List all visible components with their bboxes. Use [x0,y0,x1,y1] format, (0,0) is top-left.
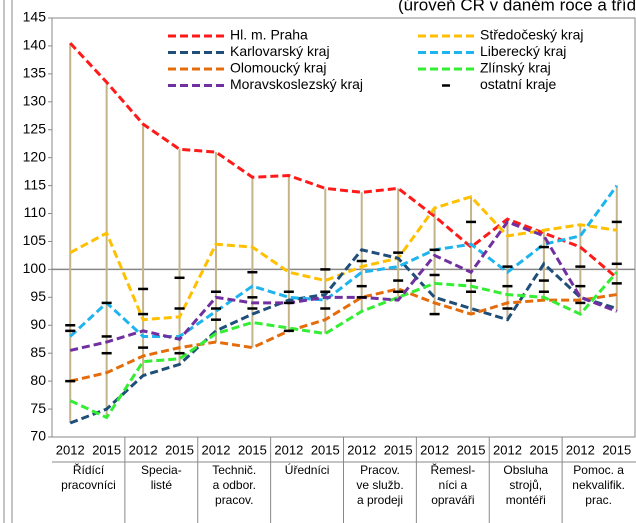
y-tick-label: 100 [23,260,47,276]
y-tick-label: 110 [24,204,47,220]
group-label: Specia- listé [141,463,182,492]
group-label: Úředníci [284,463,330,477]
group-label: Pomoc. a nekvalifik. prac. [572,463,625,507]
y-tick-label: 130 [23,93,47,109]
x-tick-label: 2012 [420,442,449,457]
series-line [69,220,618,352]
x-tick-label: 2015 [529,442,558,457]
y-tick-label: 145 [23,9,47,25]
group-label: Pracov. ve služb. a prodeji [356,463,404,507]
legend-label: Zlínský kraj [480,60,551,76]
series-line [69,271,618,420]
y-tick-label: 140 [23,37,47,53]
chart-title: (úroveň ČR v daném roce a třídě CZ-ISCO … [398,0,636,14]
x-tick-label: 2015 [602,442,631,457]
y-tick-label: 95 [30,288,46,304]
legend-label: Karlovarský kraj [230,43,330,59]
legend-label: Olomoucký kraj [230,60,326,76]
y-tick-label: 120 [23,148,47,164]
x-tick-label: 2015 [165,442,194,457]
x-tick-label: 2012 [56,442,85,457]
y-tick-label: 90 [30,316,46,332]
x-tick-label: 2012 [493,442,522,457]
x-tick-label: 2012 [566,442,595,457]
y-tick-label: 105 [23,232,47,248]
y-tick-label: 80 [30,372,46,388]
group-label: Řemesl- níci a opraváři [430,463,476,507]
x-tick-label: 2012 [202,442,231,457]
series-line [69,195,618,322]
x-tick-label: 2015 [92,442,121,457]
series-line [69,287,618,383]
x-tick-label: 2012 [274,442,303,457]
series-line [69,42,618,279]
group-label: Technič. a odbor. pracov. [212,463,257,507]
legend-label: Liberecký kraj [480,43,566,59]
x-tick-label: 2015 [457,442,486,457]
legend-label: Středočeský kraj [480,27,583,43]
legend-label: Hl. m. Praha [230,27,308,43]
y-tick-label: 115 [24,176,47,192]
y-tick-label: 125 [23,120,47,136]
legend-label: Moravskoslezský kraj [230,76,363,92]
y-tick-label: 70 [30,428,46,444]
x-tick-label: 2015 [311,442,340,457]
y-tick-label: 85 [30,344,46,360]
x-tick-label: 2015 [384,442,413,457]
legend-label: ostatní kraje [480,76,556,92]
x-tick-label: 2015 [238,442,267,457]
group-label: Obsluha strojů, montéři [503,463,549,507]
y-tick-label: 75 [30,400,46,416]
x-tick-label: 2012 [129,442,158,457]
group-label: Řídící pracovníci [61,463,116,492]
y-tick-label: 135 [23,65,47,81]
x-tick-label: 2012 [347,442,376,457]
series-line [69,184,618,338]
